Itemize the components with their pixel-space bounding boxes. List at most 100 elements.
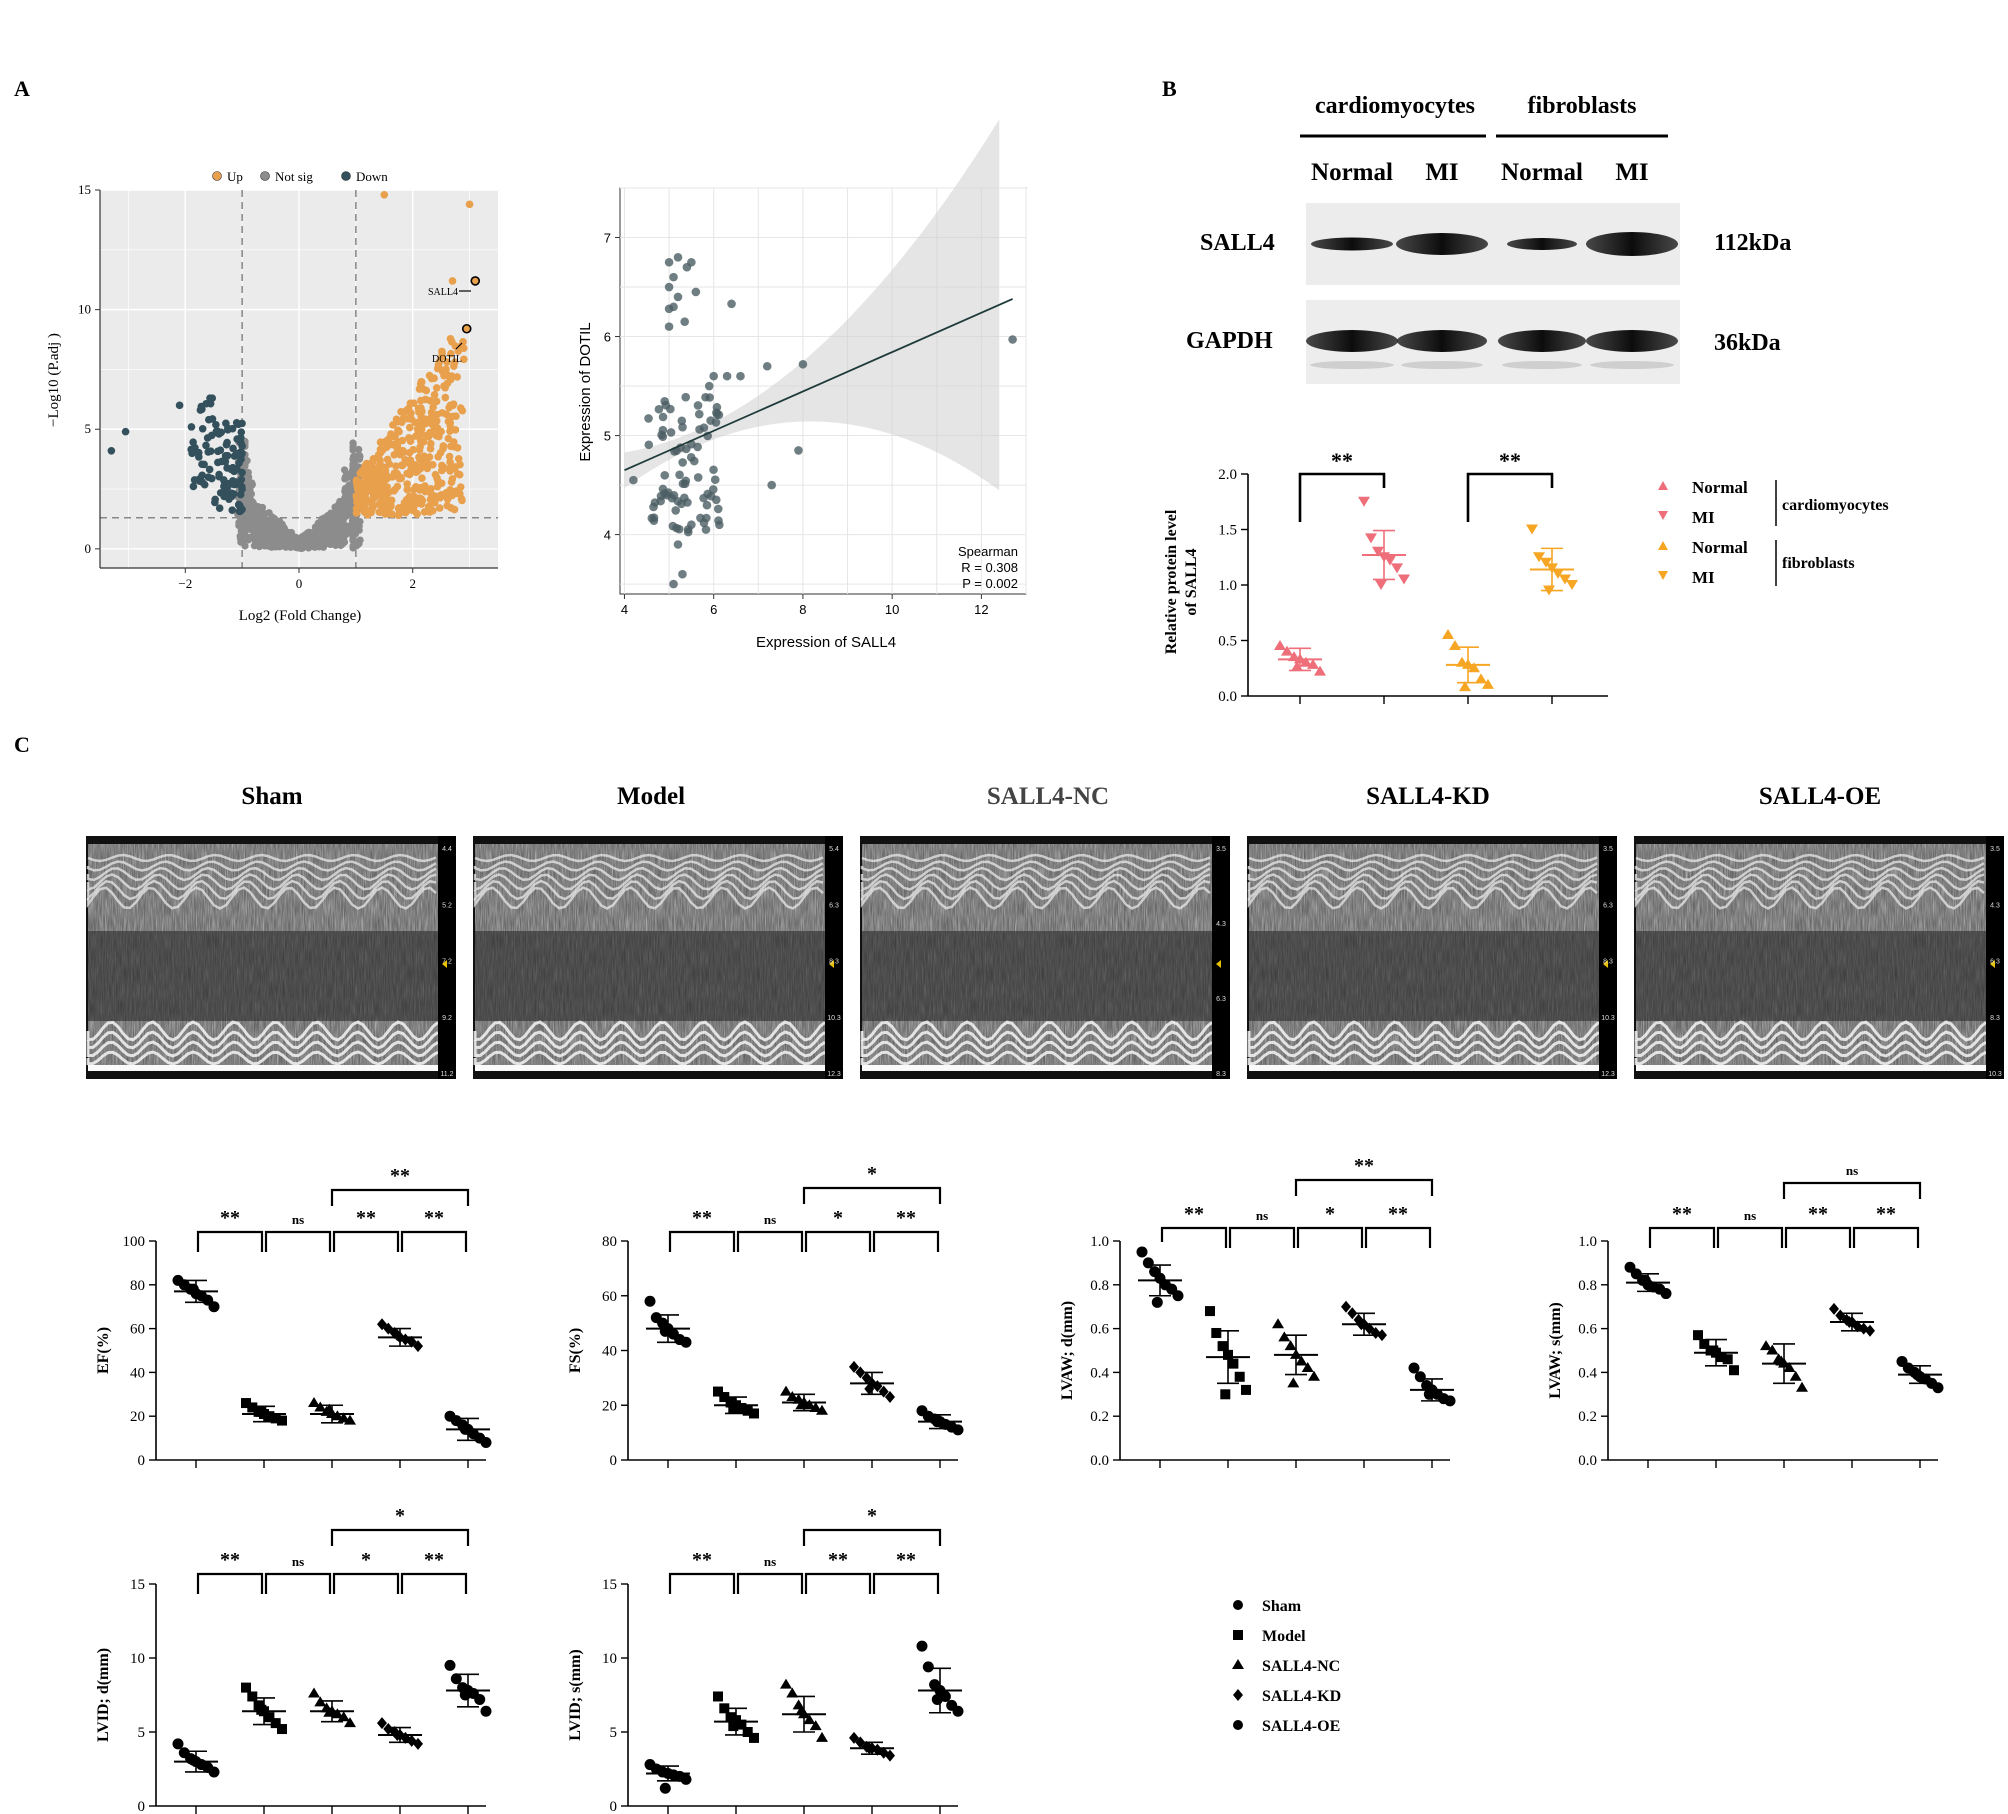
significance-bracket bbox=[1296, 1226, 1364, 1248]
volcano-point-up bbox=[398, 461, 407, 470]
chart-ytick-label: 0 bbox=[138, 1453, 146, 1469]
volcano-point-up bbox=[421, 419, 430, 428]
volcano-point-up bbox=[408, 499, 417, 508]
volcano-point-ns bbox=[319, 541, 327, 549]
volcano-point-down bbox=[211, 495, 219, 504]
significance-bracket bbox=[1228, 1226, 1296, 1248]
chart-ytick-label: 0 bbox=[610, 1453, 618, 1469]
data-point bbox=[1533, 552, 1545, 563]
volcano-point-up bbox=[409, 399, 418, 408]
volcano-point-up bbox=[361, 490, 370, 499]
data-point bbox=[922, 1661, 934, 1673]
volcano-point-ns bbox=[275, 517, 284, 525]
volcano-point-ns bbox=[265, 509, 273, 517]
echo-wall-trace bbox=[473, 866, 824, 882]
volcano-point-ns bbox=[339, 540, 347, 548]
echo-scale-label: 4.4 bbox=[442, 846, 452, 853]
echo-marker bbox=[1603, 960, 1608, 968]
echo-wall-trace bbox=[473, 886, 824, 910]
volcano-point-up bbox=[383, 455, 392, 464]
chart-ytick-label: 1.0 bbox=[1218, 578, 1237, 594]
echo-image-4: 3.5 6.3 8.3 10.3 12.3 bbox=[1247, 836, 1617, 1079]
wb-band-gapdh bbox=[1397, 330, 1487, 352]
chart-ytick-label: 40 bbox=[602, 1344, 617, 1360]
significance-label: ** bbox=[1876, 1203, 1896, 1225]
chart-ef: 0 20 40 60 80 100 EF(%) ** ns ** ** ** bbox=[95, 1165, 492, 1469]
echo-posterior-wall bbox=[473, 1050, 826, 1066]
wb-band-gapdh bbox=[1306, 330, 1398, 352]
volcano-point-up bbox=[374, 451, 383, 459]
echo-wall-trace bbox=[86, 866, 437, 882]
echo-wall-trace bbox=[1635, 853, 1985, 863]
volcano-point-up bbox=[456, 490, 464, 498]
chart-ylabel: EF(%) bbox=[95, 1327, 112, 1374]
volcano-point-down bbox=[187, 445, 195, 454]
chart-ytick-label: 0 bbox=[138, 1799, 146, 1814]
scatter-point bbox=[722, 371, 732, 381]
scatter-point bbox=[736, 371, 745, 381]
volcano-point-up bbox=[400, 498, 409, 507]
echo-posterior-wall bbox=[860, 1050, 1213, 1066]
data-point bbox=[187, 1754, 199, 1766]
volcano-point-up bbox=[433, 474, 441, 482]
volcano-point-up bbox=[432, 384, 441, 392]
data-point bbox=[1136, 1246, 1148, 1258]
volcano-point-down bbox=[194, 448, 203, 457]
scatter-point bbox=[1008, 335, 1017, 344]
wb-lane-3: Normal bbox=[1501, 159, 1583, 186]
data-point bbox=[1377, 1329, 1387, 1342]
echo-posterior-wall bbox=[1634, 1050, 1987, 1066]
echo-image-2: 5.4 6.3 8.3 10.3 12.3 bbox=[473, 836, 843, 1079]
data-point bbox=[1375, 580, 1387, 590]
protein-legend-1: Normal bbox=[1692, 478, 1748, 497]
data-point bbox=[1660, 1288, 1672, 1300]
data-point bbox=[1358, 496, 1370, 507]
volcano-point-ns bbox=[258, 503, 267, 512]
volcano-point-up bbox=[380, 190, 389, 199]
data-point bbox=[308, 1397, 320, 1408]
volcano-annot-dotil: DOTIL bbox=[432, 354, 462, 365]
significance-bracket bbox=[1298, 472, 1386, 522]
volcano-point-up bbox=[446, 418, 454, 427]
echo-baseline bbox=[475, 1065, 825, 1071]
data-point bbox=[1211, 1327, 1222, 1338]
data-point bbox=[931, 1693, 943, 1705]
volcano-point-up bbox=[429, 403, 437, 412]
significance-bracket bbox=[668, 1230, 736, 1252]
echo-posterior-wall bbox=[1634, 1040, 1987, 1058]
volcano-point-up bbox=[410, 493, 419, 501]
volcano-point-up bbox=[354, 502, 363, 511]
echo-cavity bbox=[862, 931, 1212, 1021]
scatter-point bbox=[693, 473, 703, 482]
data-point bbox=[1220, 1389, 1231, 1400]
significance-bracket bbox=[872, 1230, 940, 1252]
echo-posterior-wall bbox=[1247, 1050, 1600, 1066]
data-point bbox=[1314, 665, 1326, 676]
data-point bbox=[1384, 555, 1396, 566]
echo-title-oe: SALL4-OE bbox=[1759, 783, 1881, 810]
volcano-point-up bbox=[355, 478, 364, 486]
echo-scale-label: 7.2 bbox=[442, 959, 452, 966]
scatter-point bbox=[649, 502, 658, 512]
volcano-point-ns bbox=[323, 512, 332, 520]
scatter-point bbox=[664, 257, 674, 267]
wb-band-sall4 bbox=[1311, 237, 1393, 251]
data-point bbox=[413, 1340, 423, 1353]
data-point bbox=[1408, 1362, 1420, 1374]
volcano-point-up bbox=[435, 428, 444, 436]
data-point bbox=[736, 1719, 747, 1730]
volcano-point-down bbox=[205, 465, 214, 474]
scatter-point bbox=[682, 262, 692, 272]
chart-ylabel: FS(%) bbox=[567, 1328, 584, 1373]
volcano-point-up bbox=[442, 371, 451, 379]
echo-image-3: 3.5 4.3 6.3 8.3 bbox=[860, 836, 1230, 1079]
scatter-point bbox=[794, 446, 803, 455]
volcano-point-down bbox=[217, 428, 226, 437]
volcano-point-ns bbox=[251, 508, 260, 516]
data-point bbox=[1932, 1382, 1944, 1394]
volcano-legend-down: Down bbox=[356, 169, 388, 184]
volcano-point-down bbox=[198, 471, 206, 480]
scatter-ytick-label: 4 bbox=[604, 528, 611, 543]
volcano-point-down bbox=[107, 446, 116, 455]
